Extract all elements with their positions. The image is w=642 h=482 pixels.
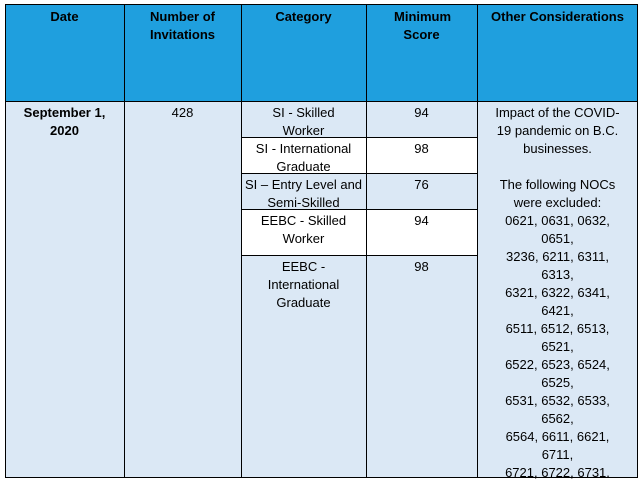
noc-list-line: 6564, 6611, 6621, 6711, bbox=[505, 429, 610, 462]
category-name: EEBC - International Graduate bbox=[267, 259, 340, 310]
header-date: Date bbox=[5, 4, 124, 102]
minimum-score: 94 bbox=[414, 105, 429, 120]
cell-invitations: 428 bbox=[124, 102, 241, 478]
minimum-score: 98 bbox=[414, 141, 429, 156]
excluded-nocs-intro: The following NOCs were excluded: bbox=[499, 177, 616, 210]
category-name: SI - International Graduate bbox=[255, 141, 352, 174]
header-category: Category bbox=[241, 4, 366, 102]
noc-list-line: 6511, 6512, 6513, 6521, bbox=[505, 321, 610, 354]
score-cell: 94 bbox=[366, 102, 477, 138]
subrow-divider bbox=[241, 209, 477, 210]
subrow-divider bbox=[241, 137, 477, 138]
header-other-considerations-text: Other Considerations bbox=[491, 9, 624, 24]
column-divider bbox=[241, 4, 242, 478]
noc-list-line: 3236, 6211, 6311, 6313, bbox=[506, 249, 609, 282]
draw-date: September 1, 2020 bbox=[23, 105, 106, 138]
noc-list-line: 6321, 6322, 6341, 6421, bbox=[505, 285, 610, 318]
header-divider bbox=[5, 101, 638, 102]
header-invitations: Number of Invitations bbox=[124, 4, 241, 102]
subrow-divider bbox=[241, 255, 477, 256]
header-date-text: Date bbox=[50, 9, 79, 24]
column-divider bbox=[124, 4, 125, 478]
minimum-score: 98 bbox=[414, 259, 429, 274]
column-divider bbox=[366, 4, 367, 478]
table-border-top bbox=[5, 4, 638, 5]
header-minimum-score: Minimum Score bbox=[366, 4, 477, 102]
header-category-text: Category bbox=[275, 9, 332, 24]
noc-list-line: 0621, 0631, 0632, 0651, bbox=[505, 213, 610, 246]
header-invitations-text: Number of Invitations bbox=[149, 9, 215, 42]
score-cell: 76 bbox=[366, 174, 477, 210]
column-divider bbox=[477, 4, 478, 478]
category-cell: SI – Entry Level and Semi-Skilled bbox=[241, 174, 366, 210]
noc-list-line: 6721, 6722, 6731. bbox=[505, 465, 610, 480]
header-minimum-score-text: Minimum Score bbox=[394, 9, 452, 42]
subrow-divider bbox=[241, 173, 477, 174]
minimum-score: 94 bbox=[414, 213, 429, 228]
category-name: SI - Skilled Worker bbox=[272, 105, 335, 138]
category-name: SI – Entry Level and Semi-Skilled bbox=[244, 177, 363, 210]
noc-list-line: 6522, 6523, 6524, 6525, bbox=[505, 357, 610, 390]
score-cell: 98 bbox=[366, 138, 477, 174]
noc-list-line: 6531, 6532, 6533, 6562, bbox=[505, 393, 610, 426]
score-cell: 94 bbox=[366, 210, 477, 256]
category-name: EEBC - Skilled Worker bbox=[260, 213, 347, 246]
table-border-right bbox=[637, 4, 638, 478]
cell-other-considerations: Impact of the COVID-19 pandemic on B.C. … bbox=[477, 102, 638, 480]
category-cell: EEBC - International Graduate bbox=[241, 256, 366, 478]
header-other-considerations: Other Considerations bbox=[477, 4, 638, 102]
category-cell: EEBC - Skilled Worker bbox=[241, 210, 366, 256]
covid-impact-note: Impact of the COVID-19 pandemic on B.C. … bbox=[495, 105, 620, 156]
minimum-score: 76 bbox=[414, 177, 429, 192]
table-border-bottom bbox=[5, 477, 638, 478]
cell-date: September 1, 2020 bbox=[5, 102, 124, 478]
category-cell: SI - Skilled Worker bbox=[241, 102, 366, 138]
category-cell: SI - International Graduate bbox=[241, 138, 366, 174]
draw-results-table: Date Number of Invitations Category Mini… bbox=[5, 4, 638, 480]
score-cell: 98 bbox=[366, 256, 477, 478]
invitation-count: 428 bbox=[171, 105, 194, 120]
table-border-left bbox=[5, 4, 6, 478]
